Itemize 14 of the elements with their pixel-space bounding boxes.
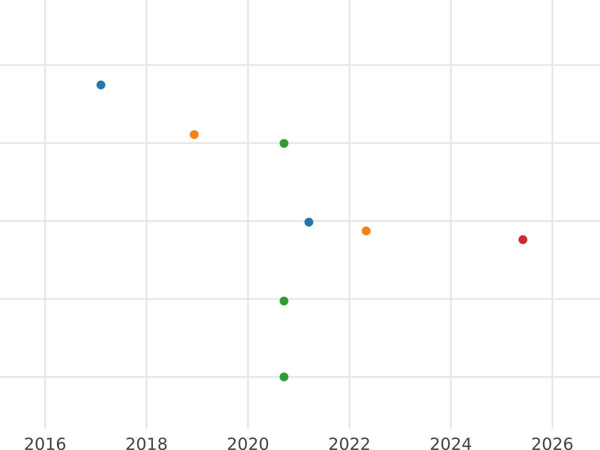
point	[304, 218, 314, 227]
x-tick-label: 2020	[228, 437, 268, 450]
x-tick-label: 2024	[430, 437, 472, 450]
point	[280, 372, 288, 382]
point	[96, 80, 106, 90]
point	[280, 296, 288, 306]
x-tick-label: 2018	[126, 437, 167, 450]
point	[280, 138, 288, 148]
point	[518, 235, 528, 244]
x-tick-label: 2026	[532, 437, 572, 450]
x-tick-label: 2022	[329, 437, 369, 450]
point	[362, 226, 371, 236]
point	[190, 130, 199, 139]
x-tick-label: 2016	[25, 437, 66, 450]
